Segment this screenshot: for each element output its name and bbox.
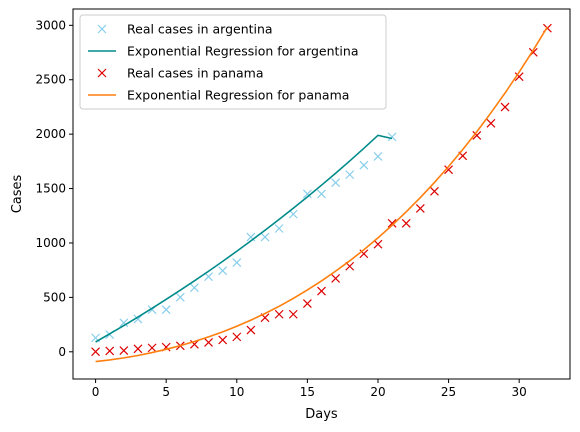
series-0: [91, 132, 397, 343]
series-line: [95, 134, 393, 343]
y-tick-label: 3000: [35, 18, 66, 32]
data-point: [246, 232, 256, 242]
legend-label: Real cases in panama: [127, 66, 264, 81]
data-point: [274, 309, 284, 319]
legend-item: Real cases in panama: [97, 66, 264, 81]
axes-frame: [72, 8, 571, 380]
data-point: [204, 338, 213, 347]
x-tick-label: 0: [92, 385, 100, 399]
legend-item: Real cases in argentina: [97, 22, 273, 37]
data-point: [331, 178, 341, 188]
data-point: [260, 232, 270, 242]
data-point: [401, 218, 411, 228]
data-point: [317, 189, 326, 199]
data-point: [345, 170, 355, 180]
axis-ticks: 0 5 10 15 20 25 30 0 500 1000 1500 2000 2500 3000: [35, 18, 526, 399]
data-point: [133, 344, 143, 354]
plot-area: [91, 23, 552, 363]
data-point: [218, 266, 228, 276]
y-tick-label: 2000: [35, 127, 66, 141]
x-tick-label: 20: [370, 385, 385, 399]
data-point: [232, 258, 242, 267]
data-point: [119, 346, 129, 356]
series-3: [95, 26, 549, 363]
data-point: [246, 325, 256, 335]
x-axis-label: Days: [305, 407, 338, 422]
data-point: [288, 209, 298, 219]
data-point: [415, 204, 425, 213]
series-1: [95, 134, 393, 343]
data-point: [274, 224, 284, 233]
x-tick-label: 25: [441, 385, 456, 399]
data-point: [119, 318, 129, 328]
data-point: [373, 152, 383, 161]
legend-marker-swatch: [97, 24, 107, 34]
legend-item: Exponential Regression for panama: [88, 88, 349, 103]
legend-marker-swatch: [97, 68, 107, 78]
data-point: [387, 218, 397, 228]
x-tick-label: 30: [512, 385, 527, 399]
data-point: [232, 332, 242, 342]
data-point: [373, 239, 383, 249]
legend-label: Exponential Regression for panama: [127, 88, 349, 103]
data-point: [472, 131, 482, 140]
y-tick-label: 2500: [35, 73, 66, 87]
data-point: [91, 347, 101, 357]
data-point: [204, 272, 213, 282]
data-point: [430, 186, 439, 196]
data-point: [161, 305, 171, 315]
data-point: [133, 314, 143, 324]
y-axis-label: Cases: [10, 174, 25, 213]
data-point: [218, 335, 228, 345]
legend: Real cases in argentina Exponential Regre…: [79, 14, 387, 110]
x-tick-label: 5: [162, 385, 170, 399]
data-point: [302, 299, 312, 309]
data-point: [317, 286, 326, 296]
data-point: [190, 283, 199, 293]
legend-box: [79, 14, 387, 110]
legend-item: Exponential Regression for argentina: [88, 44, 358, 59]
y-tick-label: 0: [58, 345, 66, 359]
data-point: [175, 292, 185, 302]
x-tick-label: 10: [229, 385, 244, 399]
data-point: [105, 346, 115, 356]
x-tick-label: 15: [300, 385, 315, 399]
data-point: [147, 343, 157, 353]
y-tick-label: 500: [43, 290, 66, 304]
y-tick-label: 1000: [35, 236, 66, 250]
data-point: [500, 102, 510, 112]
data-point: [302, 189, 312, 199]
data-point: [444, 165, 453, 175]
data-point: [359, 160, 369, 170]
data-point: [486, 118, 496, 128]
data-point: [331, 274, 341, 283]
y-tick-label: 1500: [35, 182, 66, 196]
series-line: [95, 26, 549, 363]
data-point: [288, 309, 298, 319]
data-point: [514, 72, 524, 82]
legend-label: Real cases in argentina: [127, 22, 273, 37]
legend-label: Exponential Regression for argentina: [127, 44, 358, 59]
data-point: [387, 132, 397, 142]
